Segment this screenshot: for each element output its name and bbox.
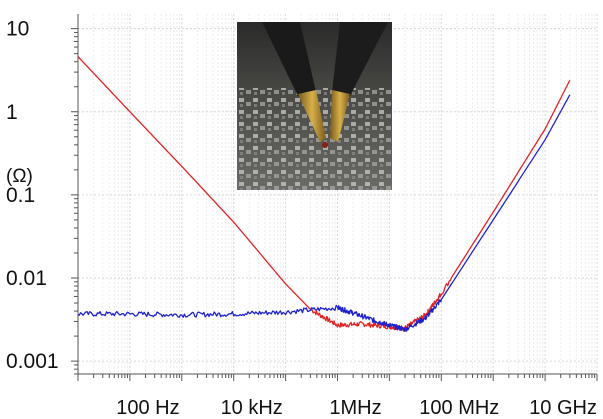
y-tick-label: 0.1 xyxy=(6,184,35,207)
y-tick-label: 0.001 xyxy=(6,350,59,373)
probe-photo xyxy=(237,22,392,190)
y-tick-label: 10 xyxy=(6,18,29,41)
x-tick-label: 100 MHz xyxy=(419,397,499,419)
x-tick-label: 10 GHz xyxy=(529,397,597,419)
y-tick-labels: 10 1 0.1 0.01 0.001 xyxy=(6,18,59,373)
y-tick-label: 0.01 xyxy=(6,267,47,290)
y-tick-label: 1 xyxy=(6,101,18,124)
series-line-blue xyxy=(77,94,571,332)
x-tick-labels: 100 Hz 10 kHz 1MHz 100 MHz 10 GHz xyxy=(116,397,597,419)
x-tick-label: 10 kHz xyxy=(221,397,283,419)
series-line-red xyxy=(77,56,571,331)
series-group xyxy=(77,56,571,332)
y-axis-label: (Ω) xyxy=(6,166,33,187)
axis-ticks xyxy=(71,28,598,381)
x-tick-label: 100 Hz xyxy=(116,397,179,419)
x-tick-label: 1MHz xyxy=(329,397,381,419)
